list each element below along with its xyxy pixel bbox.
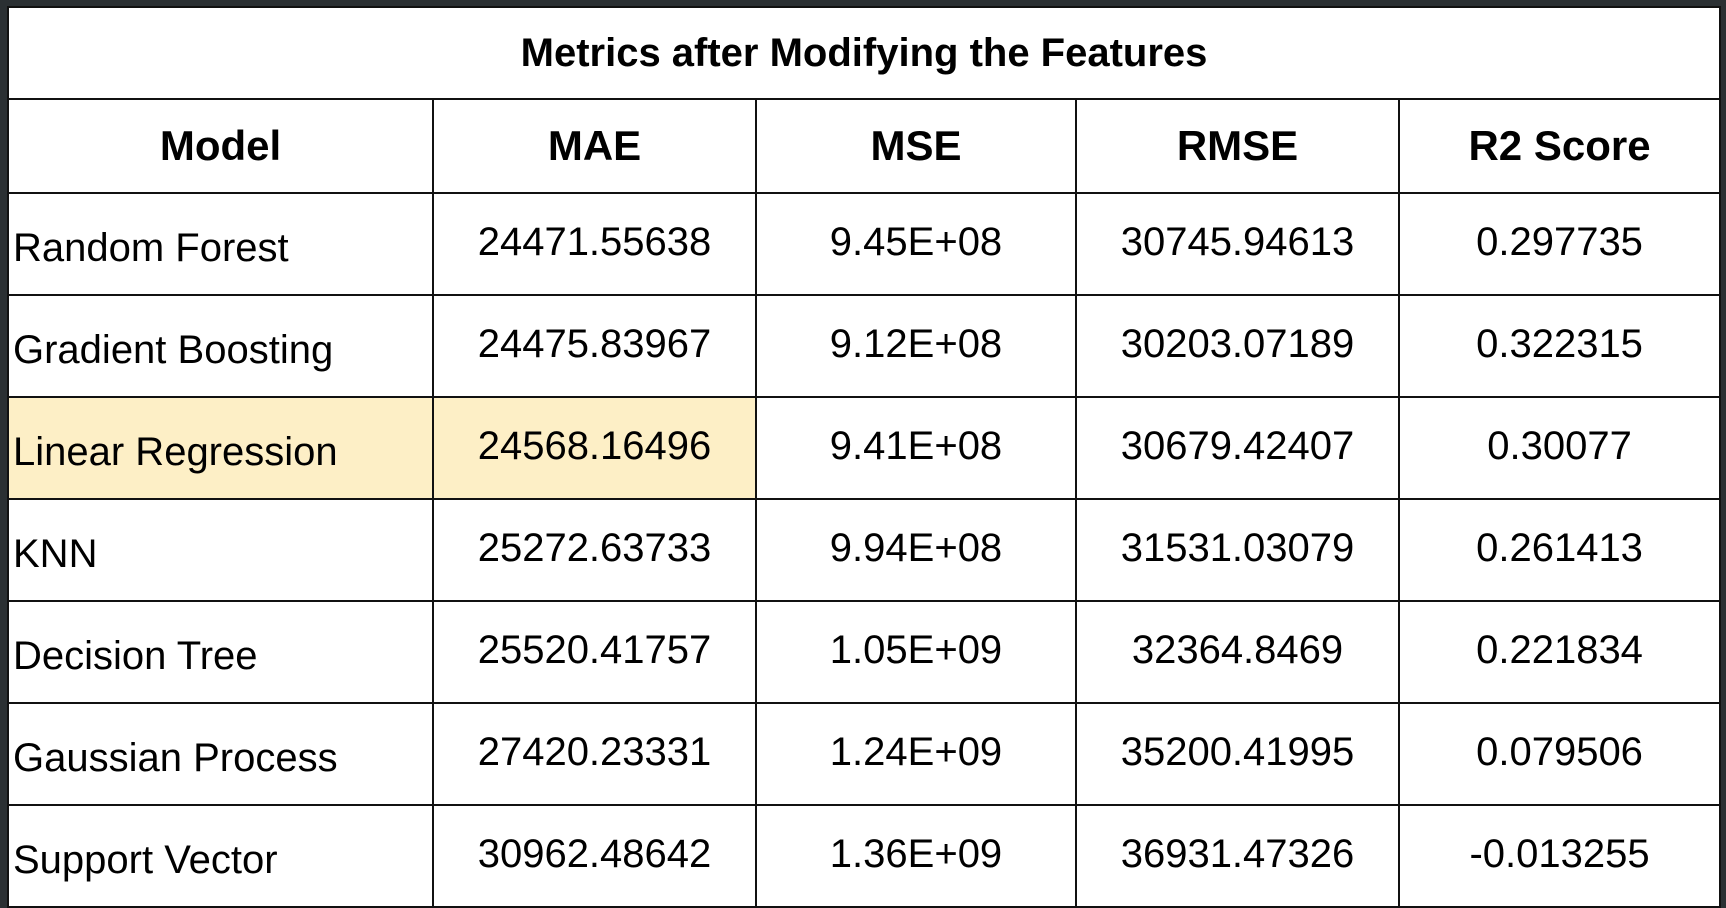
cell-model: Support Vector (7, 804, 434, 908)
cell-rmse: 35200.41995 (1075, 702, 1400, 806)
header-row: Model MAE MSE RMSE R2 Score (7, 98, 1722, 194)
cell-rmse: 30679.42407 (1075, 396, 1400, 500)
cell-r2-score: 0.297735 (1397, 192, 1722, 296)
cell-mse: 9.94E+08 (755, 498, 1077, 602)
table-row: Decision Tree 25520.41757 1.05E+09 32364.84… (7, 600, 1722, 704)
table-row: Gaussian Process 27420.23331 1.24E+09 35200… (7, 702, 1722, 806)
cell-mse: 1.05E+09 (755, 600, 1077, 704)
cell-rmse: 32364.8469 (1075, 600, 1400, 704)
cell-model: Gaussian Process (7, 702, 434, 806)
cell-r2-score: 0.261413 (1397, 498, 1722, 602)
cell-model: Gradient Boosting (7, 294, 434, 398)
column-header-mae: MAE (432, 98, 757, 194)
cell-mse: 9.41E+08 (755, 396, 1077, 500)
table-title: Metrics after Modifying the Features (6, 6, 1722, 100)
cell-mse: 1.24E+09 (755, 702, 1077, 806)
cell-model: KNN (7, 498, 434, 602)
cell-mae: 30962.48642 (432, 804, 757, 908)
column-header-model: Model (7, 98, 434, 194)
cell-mae: 27420.23331 (432, 702, 757, 806)
cell-model: Random Forest (7, 192, 434, 296)
cell-rmse: 30745.94613 (1075, 192, 1400, 296)
cell-model: Linear Regression (7, 396, 434, 500)
cell-rmse: 30203.07189 (1075, 294, 1400, 398)
column-header-rmse: RMSE (1075, 98, 1400, 194)
cell-r2-score: -0.013255 (1397, 804, 1722, 908)
table-row: KNN 25272.63733 9.94E+08 31531.03079 0.26141… (7, 498, 1722, 602)
cell-rmse: 36931.47326 (1075, 804, 1400, 908)
cell-mse: 9.12E+08 (755, 294, 1077, 398)
cell-r2-score: 0.30077 (1397, 396, 1722, 500)
table-row: Support Vector 30962.48642 1.36E+09 36931.4… (7, 804, 1722, 908)
slide-frame: Metrics after Modifying the Features Mod… (6, 6, 1722, 908)
cell-rmse: 31531.03079 (1075, 498, 1400, 602)
cell-mae: 25520.41757 (432, 600, 757, 704)
table-row: Random Forest 24471.55638 9.45E+08 30745.94… (7, 192, 1722, 296)
table-row: Linear Regression 24568.16496 9.41E+08 3067… (7, 396, 1722, 500)
table-row: Gradient Boosting 24475.83967 9.12E+08 3020… (7, 294, 1722, 398)
cell-mae: 24568.16496 (432, 396, 757, 500)
metrics-table: Metrics after Modifying the Features Mod… (6, 6, 1722, 908)
cell-r2-score: 0.221834 (1397, 600, 1722, 704)
column-header-r2-score: R2 Score (1397, 98, 1722, 194)
cell-mae: 25272.63733 (432, 498, 757, 602)
cell-model: Decision Tree (7, 600, 434, 704)
cell-mse: 1.36E+09 (755, 804, 1077, 908)
cell-r2-score: 0.079506 (1397, 702, 1722, 806)
cell-r2-score: 0.322315 (1397, 294, 1722, 398)
cell-mae: 24475.83967 (432, 294, 757, 398)
title-row: Metrics after Modifying the Features (6, 6, 1722, 100)
column-header-mse: MSE (755, 98, 1077, 194)
cell-mse: 9.45E+08 (755, 192, 1077, 296)
cell-mae: 24471.55638 (432, 192, 757, 296)
table-body: Random Forest 24471.55638 9.45E+08 30745.94… (7, 192, 1722, 908)
